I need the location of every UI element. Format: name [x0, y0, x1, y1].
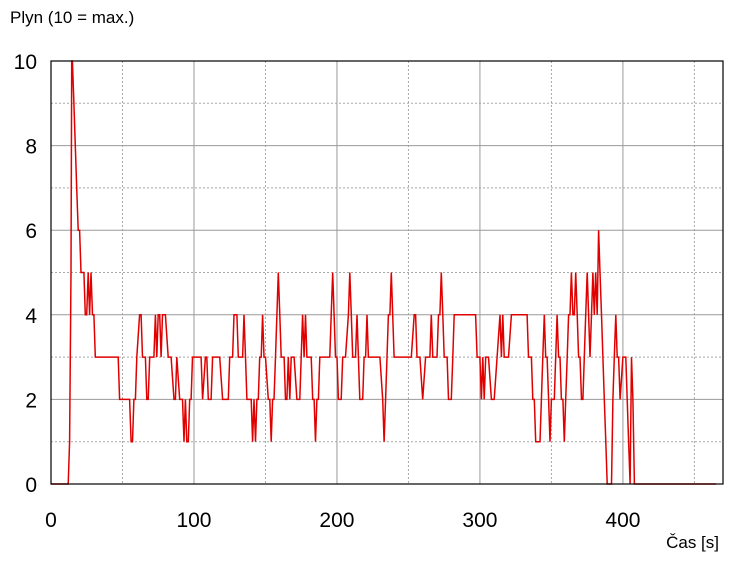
x-tick-label: 400	[605, 509, 640, 532]
y-tick-label: 0	[25, 474, 37, 497]
chart-title: Plyn (10 = max.)	[10, 8, 135, 27]
x-tick-label: 300	[462, 509, 497, 532]
plot-frame	[50, 60, 724, 485]
series-line	[51, 60, 716, 485]
y-tick-label: 6	[25, 220, 37, 243]
series-layer	[51, 60, 716, 485]
y-tick-label: 8	[25, 136, 37, 159]
y-tick-label: 10	[14, 51, 37, 74]
x-axis-label: Čas [s]	[666, 533, 719, 552]
x-tick-label: 0	[45, 509, 57, 532]
y-tick-label: 4	[25, 305, 37, 328]
x-tick-label: 200	[319, 509, 354, 532]
y-tick-label: 2	[25, 389, 37, 412]
tick-labels: 0 100 200 300 400 0 2 4 6 8 10	[14, 51, 641, 532]
x-tick-label: 100	[176, 509, 211, 532]
